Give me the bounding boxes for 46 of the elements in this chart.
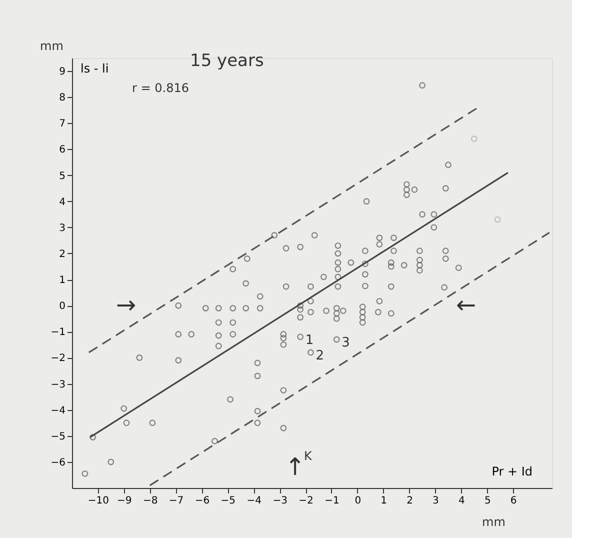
x-tick-label: −3: [272, 496, 288, 506]
x-tick-label: 2: [406, 496, 413, 506]
x-tick-label: −4: [246, 496, 262, 506]
y-tick-label: −2: [50, 353, 66, 364]
x-tick-label: −7: [168, 496, 184, 506]
chart-title: 15 years: [190, 51, 264, 71]
y-axis-title: ls - li: [80, 62, 109, 76]
y-tick-label: 4: [59, 196, 66, 208]
y-tick-label: −6: [50, 457, 66, 468]
text: mm: [40, 39, 64, 53]
annotation: r = 0.816: [132, 81, 189, 95]
annotation: 2: [316, 348, 324, 364]
x-tick-label: −5: [220, 496, 236, 506]
x-tick-label: 3: [432, 496, 439, 506]
y-tick-label: −4: [50, 405, 66, 416]
x-tick-label: 1: [380, 496, 388, 506]
annotation: 3: [342, 335, 350, 350]
y-tick-label: 6: [59, 144, 66, 156]
x-tick-label: −8: [142, 496, 158, 506]
annotation: K: [304, 449, 313, 463]
x-tick-label: −6: [194, 496, 210, 506]
x-tick-label: 5: [484, 496, 491, 506]
x-axis-title: Pr + Id: [492, 464, 532, 478]
x-tick-label: −9: [117, 496, 132, 506]
annotation: ←: [456, 291, 476, 319]
x-tick-label: 4: [458, 496, 465, 506]
x-tick-label: −10: [88, 496, 109, 506]
y-tick-label: 3: [59, 222, 66, 234]
y-tick-label: 2: [59, 248, 66, 260]
annotation: →: [116, 291, 136, 319]
y-tick-label: 7: [59, 118, 66, 130]
y-tick-label: 9: [59, 66, 66, 78]
text: mm: [482, 515, 506, 529]
x-tick-label: 6: [510, 496, 517, 506]
y-tick-label: −5: [50, 431, 66, 442]
y-tick-label: 0: [59, 301, 66, 312]
y-tick-label: 8: [59, 92, 66, 104]
annotation: ↑: [285, 453, 306, 481]
y-tick-label: −1: [50, 327, 66, 338]
x-tick-label: −1: [324, 496, 340, 506]
y-tick-label: 5: [59, 170, 66, 182]
x-tick-label: 0: [354, 496, 362, 506]
x-tick-label: −2: [298, 496, 314, 506]
y-tick-label: −3: [50, 379, 66, 390]
y-tick-label: 1: [59, 275, 66, 286]
annotation: 1: [305, 332, 314, 348]
